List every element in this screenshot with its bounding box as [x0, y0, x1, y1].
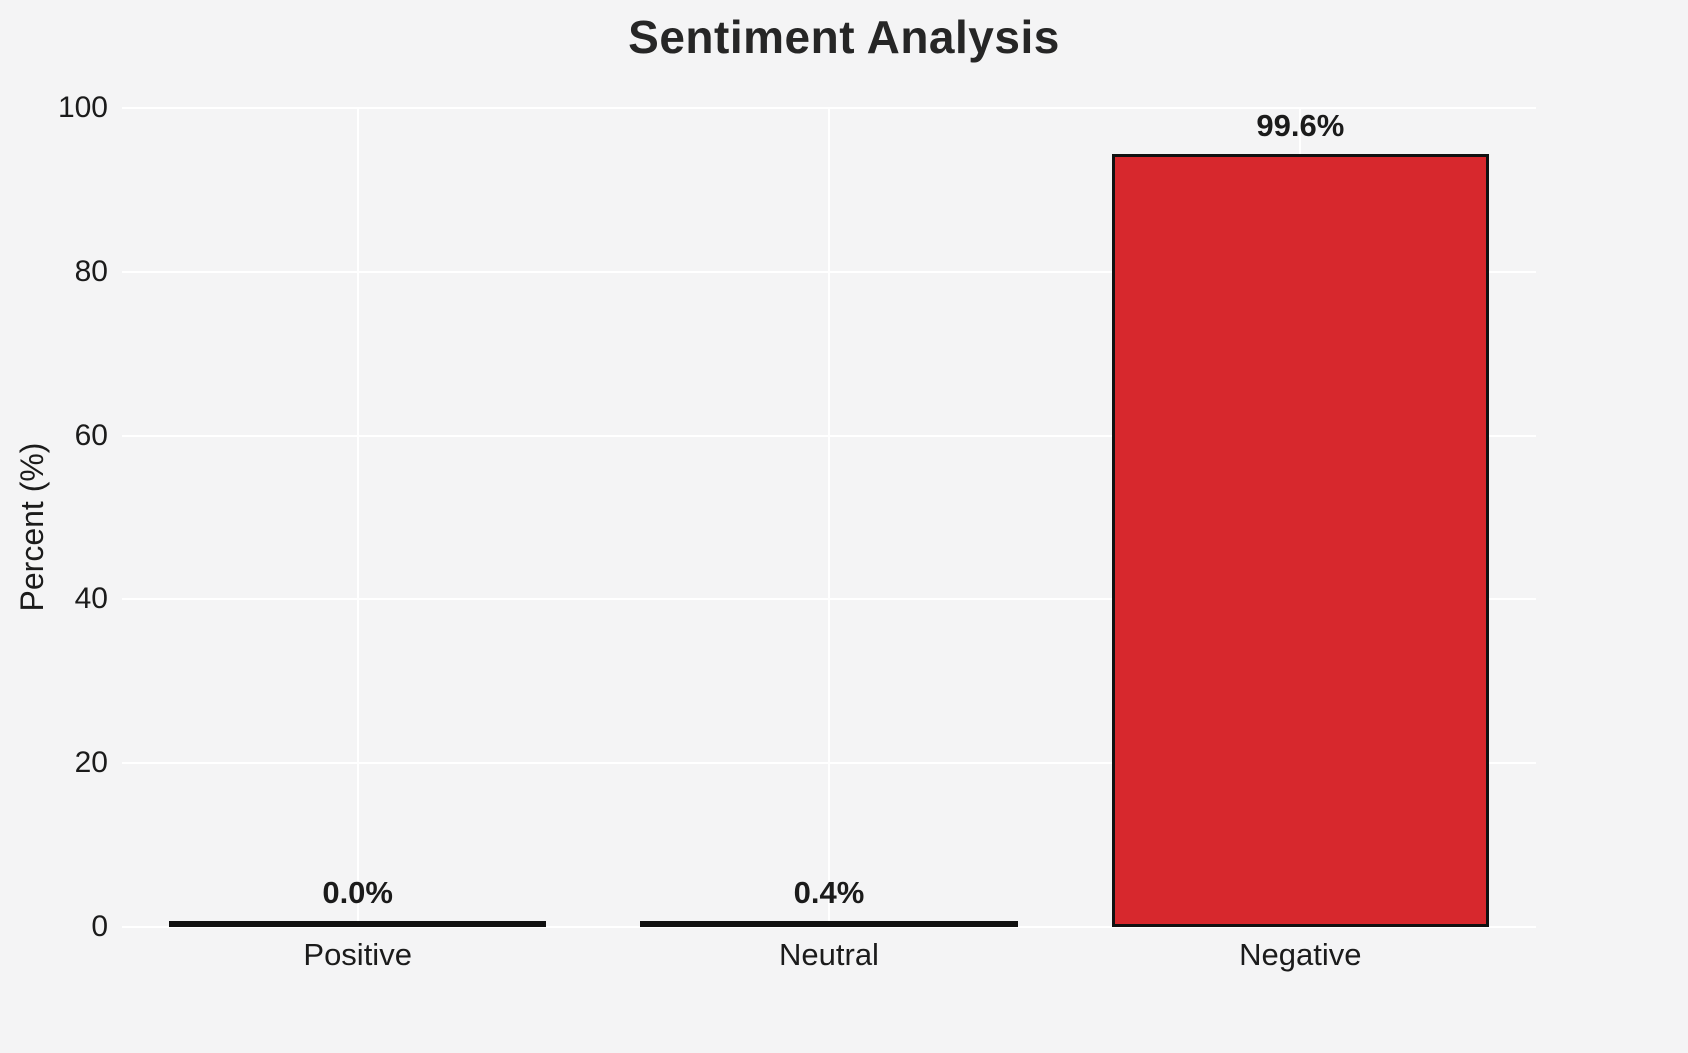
gridline-vertical [828, 108, 830, 927]
bar-value-label: 0.0% [322, 875, 393, 910]
y-tick-label: 20 [74, 746, 108, 780]
bars-row: 0.0% Positive 0.4% Neutral 99.6% Negative [122, 108, 1536, 972]
y-tick-label: 0 [91, 910, 108, 943]
bar-group-neutral: 0.4% Neutral [593, 108, 1064, 972]
bar-value-label: 0.4% [793, 875, 865, 910]
y-tick-label: 100 [57, 91, 108, 124]
bar-negative [1111, 154, 1489, 927]
bar-group-negative: 99.6% Negative [1065, 108, 1536, 972]
gridline-horizontal [122, 926, 1536, 928]
bar-neutral [640, 921, 1018, 927]
x-tick-label: Negative [1239, 937, 1362, 972]
y-tick-label: 60 [74, 418, 108, 452]
y-tick-label: 80 [74, 254, 108, 288]
y-tick-label: 40 [74, 582, 108, 616]
bar-value-label: 99.6% [1256, 108, 1345, 143]
x-tick-label: Neutral [779, 937, 879, 972]
plot-area: 0 20 40 60 80 100 0.0% Positive 0.4% Neutral 99.6… [58, 91, 1536, 972]
x-tick-label: Positive [303, 937, 412, 972]
gridline-vertical [356, 108, 359, 927]
bar-group-positive: 0.0% Positive [122, 108, 593, 972]
y-axis-label: Percent (%) [14, 442, 50, 611]
chart-title: Sentiment Analysis [628, 11, 1060, 63]
bar-positive [169, 921, 547, 927]
